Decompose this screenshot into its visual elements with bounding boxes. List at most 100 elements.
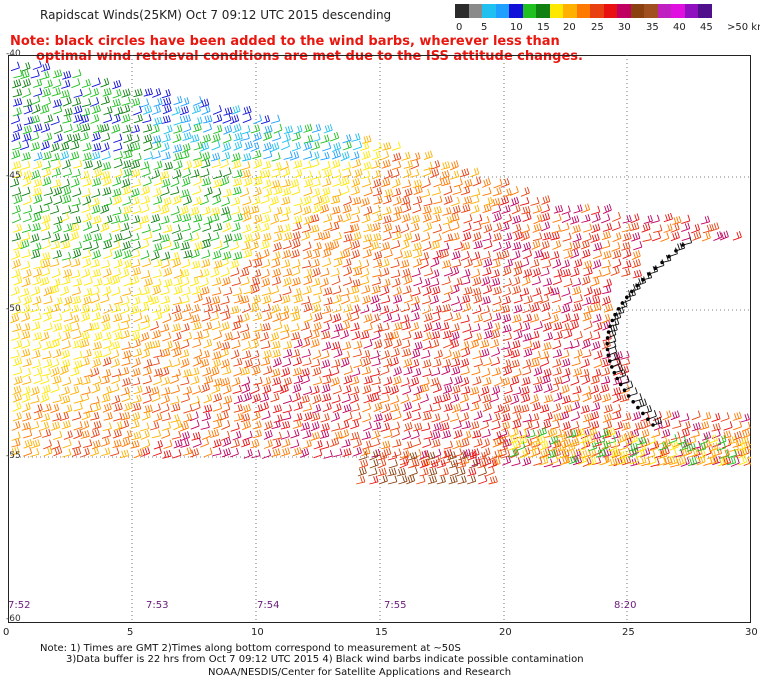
wind-barb — [172, 257, 182, 268]
scale-swatch — [482, 4, 496, 18]
wind-barb — [290, 249, 300, 259]
wind-barb — [420, 188, 431, 198]
wind-barb — [321, 341, 332, 351]
wind-barb — [173, 285, 183, 295]
wind-barb — [422, 212, 432, 223]
wind-barb — [510, 349, 520, 359]
wind-barb — [551, 304, 561, 315]
wind-barb — [403, 187, 413, 198]
wind-barb — [540, 240, 550, 251]
wind-barb — [453, 241, 464, 251]
wind-barb — [103, 412, 113, 421]
wind-barb — [403, 401, 413, 412]
wind-barb — [232, 186, 242, 196]
wind-barb — [606, 427, 616, 437]
wind-barb — [250, 303, 260, 313]
wind-barb — [450, 266, 460, 277]
wind-barb — [561, 304, 571, 314]
wind-barb — [520, 186, 530, 197]
wind-barb — [142, 114, 152, 124]
wind-barb — [601, 295, 611, 306]
latitude-label: -50 — [6, 304, 21, 314]
wind-barb — [677, 435, 687, 445]
wind-barb — [382, 195, 392, 205]
wind-barb — [170, 206, 180, 216]
wind-barb — [152, 285, 162, 296]
wind-barb — [600, 367, 611, 377]
wind-barb — [9, 178, 20, 188]
wind-barb — [312, 349, 322, 360]
wind-barb — [380, 422, 391, 432]
wind-barb — [531, 430, 541, 440]
wind-barb — [22, 195, 32, 206]
wind-barb — [131, 159, 141, 170]
wind-barb — [20, 287, 30, 297]
wind-barb — [371, 204, 381, 215]
wind-barb — [130, 187, 140, 198]
wind-barb — [31, 359, 41, 369]
wind-barb — [549, 435, 559, 445]
wind-barb — [141, 320, 151, 331]
wind-barb — [508, 448, 518, 458]
wind-barb — [222, 113, 232, 124]
wind-barb — [542, 419, 552, 430]
wind-barb — [530, 330, 540, 340]
wind-barb — [352, 140, 363, 151]
wind-barb — [222, 222, 232, 233]
wind-barb — [181, 223, 191, 232]
wind-barb — [721, 456, 732, 466]
wind-barb — [681, 421, 691, 431]
wind-barb — [51, 278, 61, 288]
wind-barb — [402, 249, 413, 259]
wind-barb — [182, 413, 193, 423]
wind-barb — [521, 322, 531, 332]
wind-barb — [302, 357, 312, 367]
wind-barb — [290, 348, 301, 358]
wind-barb — [492, 286, 502, 296]
wind-barb — [80, 392, 90, 403]
wind-barb — [352, 158, 362, 169]
wind-barb — [450, 323, 460, 333]
wind-barb — [150, 250, 160, 261]
wind-barb — [672, 420, 682, 429]
wind-barb — [41, 267, 51, 277]
wind-barb — [456, 459, 467, 469]
wind-barb — [22, 125, 32, 135]
wind-barb — [563, 404, 573, 414]
wind-barb — [92, 341, 102, 351]
wind-barb — [342, 140, 352, 151]
wind-barb — [21, 62, 31, 72]
wind-barb — [371, 276, 382, 286]
wind-barb — [31, 104, 41, 115]
wind-barb — [72, 69, 82, 79]
wind-barb — [702, 446, 712, 457]
wind-barb — [100, 293, 110, 304]
wind-barb — [251, 331, 261, 342]
wind-barb — [241, 205, 251, 216]
contamination-dot — [612, 370, 617, 375]
wind-barb — [91, 77, 101, 88]
wind-barb — [20, 239, 30, 250]
wind-barb — [41, 428, 52, 438]
wind-barb — [402, 331, 412, 341]
wind-barb — [43, 446, 53, 457]
wind-barb — [91, 151, 101, 161]
wind-barb — [281, 167, 291, 178]
wind-barb — [202, 404, 213, 414]
wind-barb — [331, 275, 341, 286]
wind-barb — [50, 358, 60, 369]
wind-barb — [182, 368, 192, 378]
wind-barb — [10, 446, 20, 457]
wind-barb — [53, 446, 63, 457]
wind-barb — [472, 350, 482, 360]
wind-barb — [291, 185, 301, 196]
wind-barb — [652, 416, 663, 426]
wind-barb — [232, 177, 243, 187]
wind-barb — [40, 374, 50, 385]
wind-barb — [430, 269, 440, 279]
wind-barb — [203, 375, 214, 385]
wind-barb — [21, 339, 31, 349]
wind-barb — [660, 232, 670, 243]
wind-barb — [21, 322, 31, 332]
wind-barb — [563, 242, 573, 251]
